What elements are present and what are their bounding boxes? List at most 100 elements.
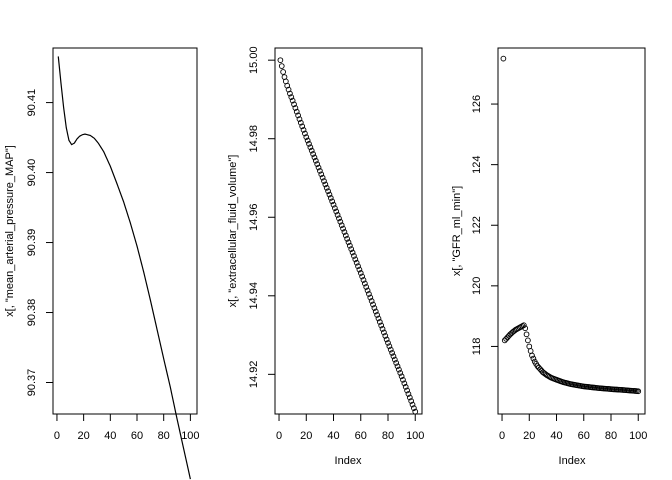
y-tick-label: 14.98 [248, 125, 260, 153]
data-point [295, 112, 301, 119]
plot-area [57, 56, 191, 480]
data-point [500, 55, 507, 62]
data-point [338, 222, 345, 229]
data-point [353, 259, 360, 266]
data-point [297, 119, 304, 126]
plot-frame [274, 47, 423, 415]
x-tick-label: 0 [276, 430, 282, 442]
data-point [317, 168, 323, 174]
data-point [300, 127, 307, 133]
x-tick-label: 60 [355, 430, 367, 442]
x-axis-label: Index [559, 455, 586, 467]
y-tick-label: 124 [471, 155, 483, 173]
data-point [405, 391, 412, 397]
y-tick-label: 90.40 [26, 159, 38, 187]
data-point [291, 101, 297, 108]
data-point [330, 201, 337, 208]
data-point [348, 246, 355, 252]
data-point [347, 242, 353, 249]
data-point [337, 218, 344, 225]
data-point [349, 249, 356, 256]
data-point [332, 205, 338, 211]
data-point [299, 123, 306, 130]
data-point [314, 161, 321, 168]
y-axis-label: x[, "GFR_ml_min"] [451, 186, 463, 276]
y-axis: 90.37 90.38 90.39 90.40 90.41 [26, 89, 53, 396]
data-point [520, 322, 527, 329]
data-point [382, 333, 389, 339]
data-point [412, 408, 419, 415]
data-point [381, 329, 387, 336]
panel-map: 0 20 40 60 80 100 90.37 90.38 90.39 90.40 90.41 x… [4, 47, 200, 480]
x-tick-label: 40 [550, 430, 562, 442]
plot-frame [52, 47, 198, 415]
data-point [379, 326, 386, 332]
data-point [351, 253, 357, 259]
data-point [315, 164, 322, 171]
data-point [393, 360, 400, 366]
data-point [371, 305, 378, 311]
data-point [340, 225, 346, 232]
x-tick-label: 0 [499, 430, 505, 442]
y-tick-label: 14.94 [248, 282, 260, 310]
x-tick-label: 80 [382, 430, 394, 442]
x-tick-label: 100 [406, 430, 424, 442]
data-point [364, 287, 371, 294]
plot-frame [497, 47, 646, 415]
y-tick-label: 120 [471, 277, 483, 295]
data-point [302, 130, 308, 137]
data-point [526, 343, 533, 350]
data-point [323, 184, 330, 191]
x-tick-label: 20 [300, 430, 312, 442]
plot-area [277, 57, 419, 415]
data-point [356, 266, 363, 273]
data-point [372, 308, 379, 315]
data-point [325, 188, 331, 195]
data-point [318, 171, 325, 178]
data-point [285, 86, 292, 93]
data-point [310, 151, 316, 157]
data-point [368, 298, 375, 304]
data-point [401, 380, 408, 387]
y-tick-label: 90.38 [26, 299, 38, 327]
data-point [394, 363, 401, 370]
x-tick-label: 80 [158, 430, 170, 442]
x-tick-label: 60 [578, 430, 590, 442]
data-point [523, 331, 530, 338]
data-point [289, 97, 296, 104]
data-point [311, 154, 318, 161]
data-point [345, 239, 352, 246]
data-point [389, 350, 395, 356]
data-point [374, 312, 380, 318]
y-tick-label: 15.00 [248, 46, 260, 74]
data-point [293, 108, 300, 115]
x-tick-label: 40 [327, 430, 339, 442]
data-point [357, 270, 364, 276]
data-point [307, 144, 314, 151]
x-axis: 0 20 40 60 80 100 [276, 414, 424, 442]
data-point [292, 105, 299, 111]
data-point [530, 355, 537, 362]
data-point [277, 57, 284, 64]
data-point [312, 157, 319, 164]
y-axis-label: x[, "extracellular_fluid_volume"] [227, 155, 239, 308]
data-point [391, 356, 398, 363]
y-axis: 14.92 14.94 14.96 14.98 15.00 [248, 46, 275, 388]
x-tick-label: 100 [181, 430, 199, 442]
data-point [352, 256, 359, 263]
data-point [397, 370, 404, 376]
data-point [385, 340, 391, 346]
y-axis: 118 120 122 124 126 [471, 95, 498, 355]
y-tick-label: 90.37 [26, 369, 38, 397]
data-point [284, 82, 291, 89]
data-point [408, 398, 415, 404]
y-tick-label: 90.39 [26, 229, 38, 257]
panel-ecfv: 0 20 40 60 80 100 14.92 14.94 14.96 14.98 15.00 x… [227, 46, 424, 467]
data-point [359, 273, 365, 280]
data-point [376, 319, 383, 325]
x-tick-label: 100 [629, 430, 647, 442]
data-point [344, 236, 350, 242]
data-point [396, 366, 402, 373]
data-point [383, 336, 390, 343]
